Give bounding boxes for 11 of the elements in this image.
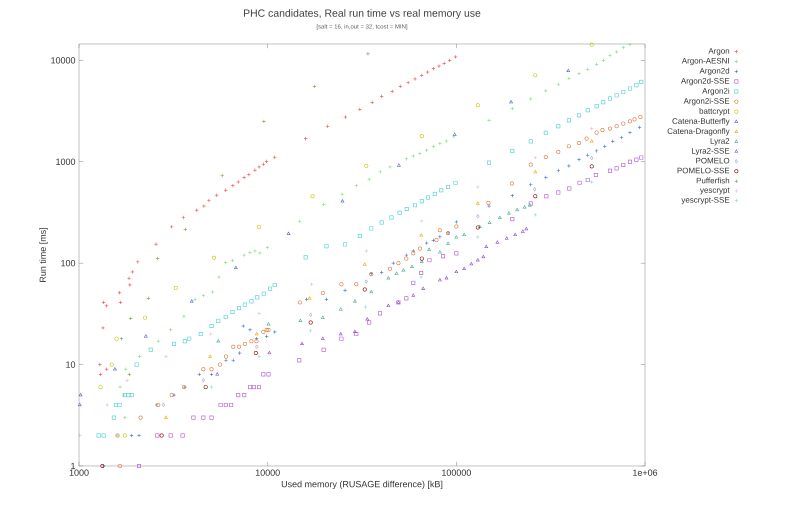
x-tick-label: 1e+06 [633, 470, 658, 476]
y-tick-label: 100 [61, 260, 76, 266]
chart-title: PHC candidates, Real run time vs real memory use [244, 9, 480, 19]
y-tick-label: 1 [71, 462, 76, 470]
y-axis-title: Run time [ms] [39, 228, 48, 282]
x-axis-title: Used memory (RUSAGE difference) [kB] [282, 480, 442, 490]
y-tick-label: 10 [66, 361, 76, 368]
x-tick-label: 100000 [442, 470, 471, 476]
y-tick-label: 1000 [56, 158, 76, 165]
y-tick-label: 10000 [51, 57, 76, 64]
x-tick-label: 10000 [256, 470, 280, 476]
